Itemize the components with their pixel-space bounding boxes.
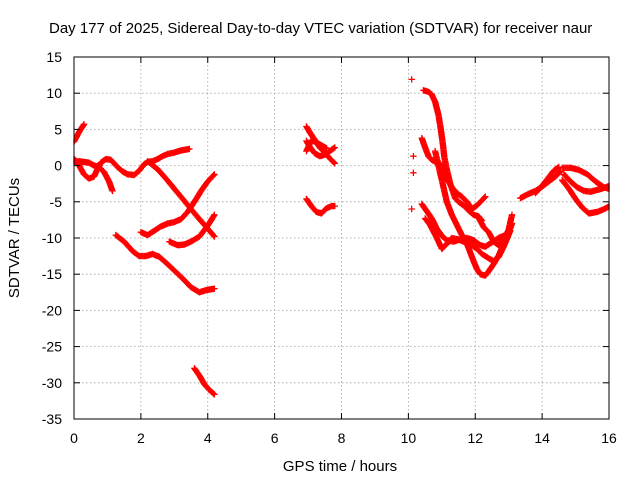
y-tick-label: 5 [54,121,62,137]
grid [74,57,609,419]
plus-markers [408,76,415,83]
data-trace [410,169,417,176]
data-trace [303,137,330,155]
data-trace [73,121,88,145]
x-tick-label: 12 [467,430,483,446]
plus-markers [191,365,218,398]
y-axis-label: SDTVAR / TECUs [6,178,23,298]
y-tick-label: -30 [42,375,62,391]
x-tick-label: 4 [204,430,212,446]
x-tick-label: 16 [601,430,617,446]
data-trace [418,134,489,213]
plus-markers [431,147,471,245]
y-tick-label: -35 [42,411,62,427]
plus-markers [166,211,218,249]
data-trace [112,231,218,296]
y-tick-label: -15 [42,266,62,282]
x-tick-label: 0 [70,430,78,446]
plus-markers [410,153,417,160]
plus-markers [560,171,610,195]
x-tick-label: 8 [338,430,346,446]
plus-markers [418,134,489,213]
data-trace [166,211,218,249]
data-trace [73,158,116,195]
y-tick-label: 15 [46,49,62,65]
y-tick-label: 10 [46,85,62,101]
plus-markers [303,137,330,155]
data-trace [408,76,415,83]
data-trace [431,147,471,245]
data-trace [137,171,218,239]
plus-markers [410,169,417,176]
x-axis-label: GPS time / hours [283,458,397,475]
axis-tick-labels: 0 2 4 6 8 10 12 14 16 15 10 5 0 -5 -10 -15 -20 -25 -30 -35 [42,49,617,446]
data-trace [475,214,516,249]
plus-markers [559,176,610,217]
y-tick-label: -10 [42,230,62,246]
plus-markers [475,214,516,249]
data-marks [73,76,610,398]
axis-ticks [73,56,610,420]
plus-markers [137,171,218,239]
x-tick-label: 10 [401,430,417,446]
chart-title: Day 177 of 2025, Sidereal Day-to-day VTE… [49,20,592,37]
y-tick-label: -25 [42,339,62,355]
data-trace [532,163,562,197]
y-tick-label: 0 [54,158,62,174]
plus-markers [112,231,218,296]
x-tick-label: 6 [271,430,279,446]
plus-markers [408,205,415,213]
data-trace [559,176,610,217]
data-trace [303,195,338,217]
plus-markers [73,158,116,195]
y-tick-label: -20 [42,302,62,318]
plus-markers [73,121,88,145]
x-tick-label: 14 [534,430,550,446]
data-trace [408,205,415,213]
data-trace [410,153,417,160]
data-trace [191,365,218,398]
x-tick-label: 2 [137,430,145,446]
data-trace [560,171,610,195]
plus-markers [303,195,338,217]
plus-markers [532,163,562,197]
y-tick-label: -5 [50,194,63,210]
